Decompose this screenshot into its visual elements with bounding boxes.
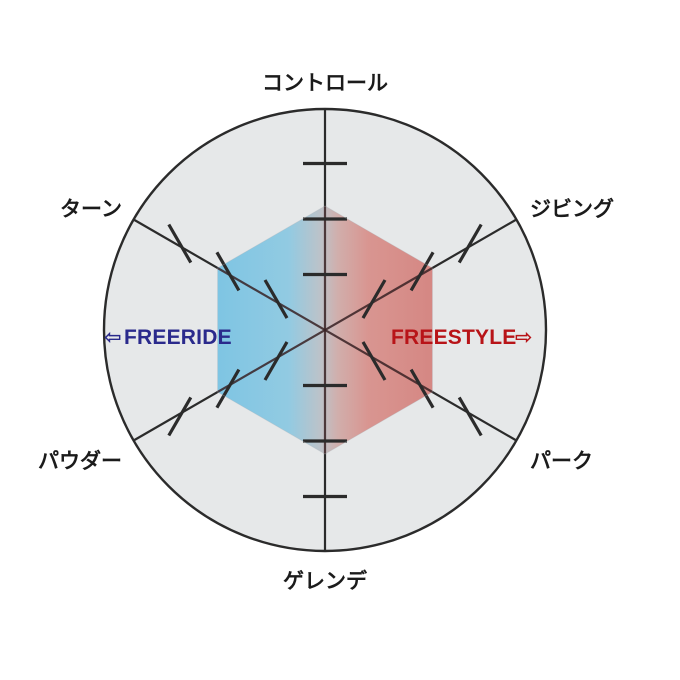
tick-ll-2 [215,368,241,409]
axis-label-jibbing: ジビング [530,197,614,221]
tick-ul-2 [215,251,241,292]
radar-data-polygon-outline [217,205,433,455]
axis-label-park: パーク [530,449,593,473]
freestyle-arrow-icon: ⇨ [515,326,533,349]
tick-lr-3 [457,396,483,437]
axis-label-turn: ターン [60,197,122,221]
tick-ll-3 [167,396,193,437]
tick-marks-vertical [303,161,347,499]
freestyle-label: FREESTYLE [391,326,516,349]
freeride-label: FREERIDE [124,326,232,349]
freeride-arrow-icon: ⇦ [104,326,122,349]
tick-ur-3 [457,223,483,264]
tick-ul-1 [263,279,289,319]
tick-lr-1 [361,341,387,381]
axis-label-gelande: ゲレンデ [283,569,368,593]
axis-label-control: コントロール [262,71,388,95]
axis-spoke-diag-b-overlay [217,267,433,393]
tick-ul-3 [167,223,193,264]
tick-ll-1 [263,341,289,381]
tick-ur-1 [361,279,387,319]
axis-spokes-overlay [217,206,433,454]
tick-marks-diag-a [167,223,483,437]
freeride-annotation: ⇦ FREERIDE [104,326,232,349]
axis-label-powder: パウダー [38,449,122,473]
freestyle-annotation: FREESTYLE ⇨ [391,326,533,349]
tick-marks-diag-b [167,223,483,437]
tick-ur-2 [409,251,435,292]
tick-lr-2 [409,368,435,409]
